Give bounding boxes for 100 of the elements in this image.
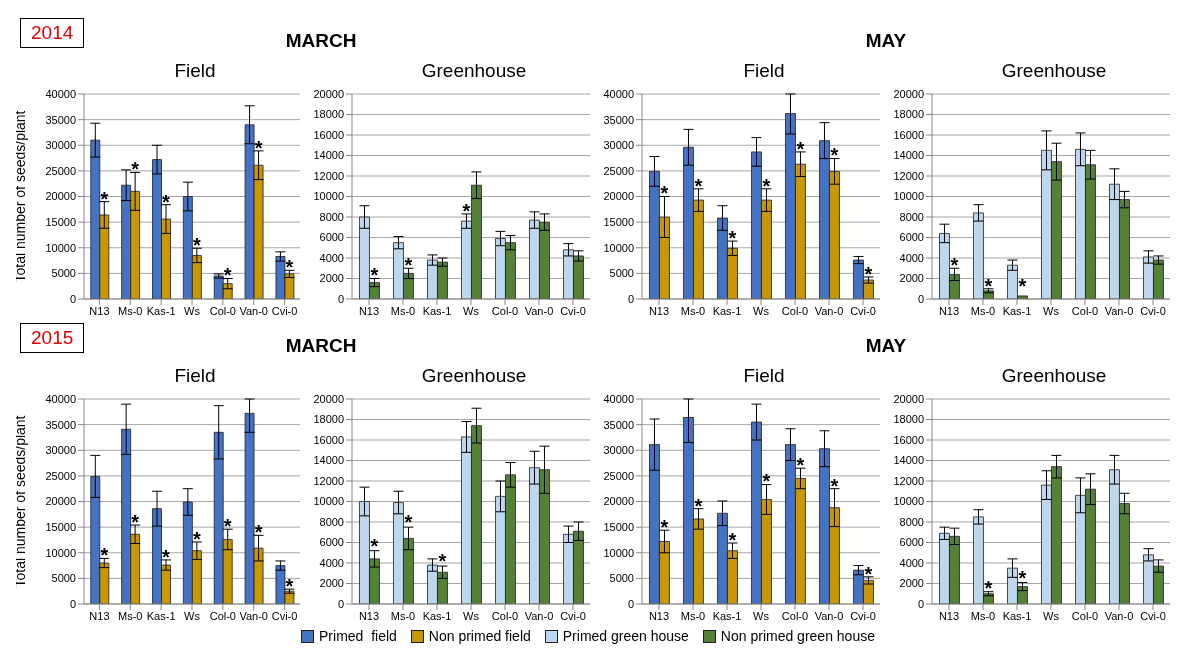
x-tick-label: N13 <box>938 304 960 317</box>
y-tick-label: 40000 <box>603 87 634 100</box>
x-tick-label: Ws <box>1043 304 1060 317</box>
annotation: * <box>1018 567 1027 590</box>
x-tick-label: Kas-1 <box>422 304 452 317</box>
x-tick-label: Col-0 <box>491 304 519 317</box>
y-tick-label: 25000 <box>45 469 76 482</box>
y-tick-label: 30000 <box>45 444 76 457</box>
x-tick-label: Col-0 <box>491 609 519 622</box>
annotation: * <box>192 234 201 257</box>
x-tick-label: Ms-0 <box>390 304 416 317</box>
x-tick-label: Van-0 <box>524 609 554 622</box>
y-tick-label: 8000 <box>899 515 924 528</box>
y-tick-label: 40000 <box>45 392 76 405</box>
y-tick-label: 4000 <box>899 556 924 569</box>
x-tick-label: Van-0 <box>239 609 268 622</box>
x-tick-label: Ms-0 <box>970 609 996 622</box>
y-tick-label: 2000 <box>899 272 924 285</box>
x-tick-label: Van-0 <box>814 609 844 622</box>
x-tick-label: Kas-1 <box>712 304 742 317</box>
x-tick-label: Cvi-0 <box>1140 609 1166 622</box>
annotation: * <box>370 534 379 557</box>
y-tick-label: 16000 <box>313 128 344 141</box>
annotation: * <box>192 527 201 550</box>
annotation: * <box>254 521 263 544</box>
y-tick-label: 6000 <box>899 231 924 244</box>
annotation: * <box>100 187 109 210</box>
y-tick-label: 14000 <box>313 454 344 467</box>
x-tick-label: Cvi-0 <box>271 304 298 317</box>
x-tick-label: N13 <box>89 609 110 622</box>
chart-subtitle: MAY <box>864 335 908 357</box>
x-tick-label: Ms-0 <box>970 304 996 317</box>
y-tick-label: 35000 <box>45 113 76 126</box>
x-tick-label: Col-0 <box>781 304 809 317</box>
x-tick-label: Cvi-0 <box>850 304 876 317</box>
y-tick-label: 15000 <box>603 216 634 229</box>
annotation: * <box>728 226 737 249</box>
y-tick-label: 40000 <box>603 392 634 405</box>
annotation: * <box>864 562 873 585</box>
text: 2015 <box>20 323 85 353</box>
y-tick-label: 25000 <box>45 164 76 177</box>
x-tick-label: N13 <box>648 304 670 317</box>
x-tick-label: Cvi-0 <box>560 609 586 622</box>
x-tick-label: Ws <box>463 609 480 622</box>
annotation: * <box>100 544 109 567</box>
legend-label: Non primed green house <box>720 628 875 644</box>
legend-label: Primed green house <box>562 628 689 644</box>
y-tick-label: 40000 <box>45 87 76 100</box>
x-tick-label: Kas-1 <box>1002 609 1032 622</box>
y-tick-label: 20000 <box>313 87 344 100</box>
x-tick-label: Col-0 <box>1071 304 1099 317</box>
y-tick-label: 12000 <box>893 169 924 182</box>
y-tick-label: 14000 <box>313 149 344 162</box>
annotation: * <box>131 157 140 180</box>
y-tick-label: 10000 <box>893 495 924 508</box>
x-tick-label: Ws <box>753 609 770 622</box>
x-tick-label: Kas-1 <box>712 609 742 622</box>
annotation: * <box>830 144 839 167</box>
annotation: * <box>830 474 839 497</box>
annotation: * <box>660 516 669 539</box>
x-tick-label: Ms-0 <box>118 304 143 317</box>
y-tick-label: 6000 <box>319 536 344 549</box>
x-tick-label: Cvi-0 <box>560 304 586 317</box>
x-tick-label: Ws <box>1043 609 1060 622</box>
x-tick-label: Van-0 <box>524 304 554 317</box>
annotation: * <box>694 174 703 197</box>
y-tick-label: 16000 <box>313 433 344 446</box>
y-tick-label: 18000 <box>893 413 924 426</box>
annotation: * <box>285 256 294 279</box>
x-tick-label: Ms-0 <box>680 609 706 622</box>
y-tick-label: 6000 <box>319 231 344 244</box>
annotation: * <box>796 137 805 160</box>
y-tick-label: 10000 <box>313 190 344 203</box>
annotation: * <box>796 454 805 477</box>
y-tick-label: 15000 <box>45 521 76 534</box>
y-tick-label: 10000 <box>603 546 634 559</box>
chart-title: Greenhouse <box>1000 60 1108 82</box>
chart-title: Greenhouse <box>420 60 528 82</box>
y-tick-label: 6000 <box>899 536 924 549</box>
x-tick-label: Col-0 <box>1071 609 1099 622</box>
text: 2014 <box>20 18 85 48</box>
y-tick-label: 10000 <box>603 241 634 254</box>
y-tick-label: 4000 <box>319 556 344 569</box>
y-tick-label: 14000 <box>893 454 924 467</box>
y-tick-label: 10000 <box>313 495 344 508</box>
x-tick-label: Van-0 <box>239 304 268 317</box>
y-tick-label: 8000 <box>899 210 924 223</box>
legend-label: Primed field <box>319 628 397 644</box>
annotation: * <box>370 264 379 287</box>
y-tick-label: 5000 <box>51 267 76 280</box>
y-tick-label: 20000 <box>45 190 76 203</box>
y-tick-label: 30000 <box>603 444 634 457</box>
y-tick-label: 8000 <box>319 515 344 528</box>
y-tick-label: 0 <box>337 292 344 305</box>
y-tick-label: 35000 <box>603 113 634 126</box>
x-tick-label: Ws <box>184 304 201 317</box>
annotation: * <box>462 199 471 222</box>
y-tick-label: 2000 <box>319 272 344 285</box>
y-tick-label: 0 <box>69 597 76 610</box>
y-tick-label: 15000 <box>45 216 76 229</box>
